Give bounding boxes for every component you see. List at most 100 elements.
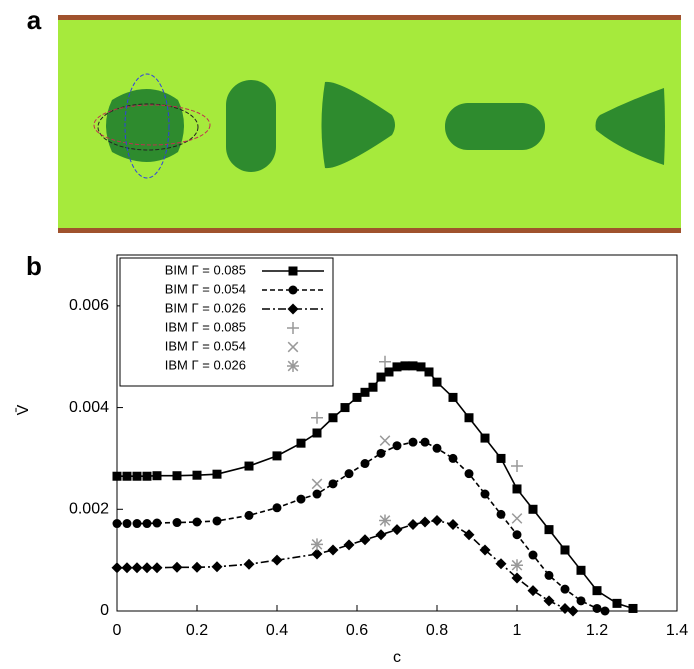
marker: [121, 562, 133, 574]
x-tick-label: 0.2: [186, 622, 208, 639]
marker: [344, 469, 354, 479]
drop: [226, 80, 276, 172]
marker: [480, 489, 490, 499]
marker: [528, 504, 538, 514]
marker: [479, 544, 491, 556]
legend-marker: [287, 341, 299, 353]
marker: [359, 534, 371, 546]
marker: [192, 470, 202, 480]
marker: [432, 377, 442, 387]
marker: [142, 471, 152, 481]
marker: [327, 544, 339, 556]
marker: [111, 562, 123, 574]
marker: [420, 437, 430, 447]
marker: [375, 529, 387, 541]
marker: [512, 484, 522, 494]
marker: [172, 471, 182, 481]
marker: [392, 362, 402, 372]
y-tick-label: 0.006: [69, 297, 109, 314]
marker: [192, 517, 202, 527]
marker: [447, 519, 459, 531]
marker: [628, 603, 638, 613]
y-tick-label: 0: [100, 602, 109, 619]
marker: [212, 516, 222, 526]
marker: [419, 516, 431, 528]
marker: [376, 448, 386, 458]
marker: [112, 519, 122, 529]
marker: [511, 460, 523, 473]
marker: [142, 519, 152, 529]
marker: [328, 479, 338, 489]
marker: [592, 586, 602, 596]
marker: [527, 585, 539, 597]
marker: [391, 524, 403, 536]
marker: [463, 529, 475, 541]
marker: [141, 562, 153, 574]
series-line: [117, 441, 606, 612]
marker: [544, 525, 554, 535]
marker: [528, 550, 538, 560]
marker: [360, 387, 370, 397]
marker: [131, 562, 143, 574]
marker: [600, 606, 610, 616]
marker: [496, 509, 506, 519]
legend-label: IBM Γ = 0.026: [165, 357, 246, 372]
marker: [311, 411, 323, 424]
marker: [512, 530, 522, 540]
marker: [151, 562, 163, 574]
channel: [58, 15, 681, 233]
marker: [272, 451, 282, 461]
drop: [445, 103, 545, 150]
marker: [376, 372, 386, 382]
marker: [272, 503, 282, 513]
marker: [431, 514, 443, 526]
marker: [360, 459, 370, 469]
marker: [544, 570, 554, 580]
marker: [311, 538, 323, 551]
legend-label: BIM Γ = 0.054: [165, 281, 246, 296]
marker: [352, 392, 362, 402]
marker: [464, 413, 474, 423]
marker: [243, 558, 255, 570]
marker: [172, 518, 182, 528]
y-axis-label: V̄: [15, 404, 32, 415]
x-tick-label: 0.4: [266, 622, 288, 639]
series-line: [117, 519, 574, 612]
marker: [211, 561, 223, 573]
marker: [543, 595, 555, 607]
drop: [321, 81, 395, 169]
wall: [58, 15, 681, 20]
legend-marker: [287, 303, 299, 315]
marker: [511, 572, 523, 584]
marker: [612, 598, 622, 608]
marker: [311, 478, 323, 490]
marker: [495, 558, 507, 570]
marker: [152, 471, 162, 481]
marker: [296, 494, 306, 504]
marker: [576, 565, 586, 575]
marker: [132, 471, 142, 481]
marker: [171, 561, 183, 573]
marker: [328, 413, 338, 423]
marker: [416, 362, 426, 372]
marker: [311, 548, 323, 560]
marker: [400, 361, 410, 371]
x-tick-label: 0.6: [346, 622, 368, 639]
marker: [340, 403, 350, 413]
marker: [560, 545, 570, 555]
marker: [379, 514, 391, 527]
marker: [244, 510, 254, 520]
panel-label: b: [26, 251, 42, 281]
legend-label: IBM Γ = 0.085: [165, 319, 246, 334]
marker: [407, 519, 419, 531]
marker: [408, 361, 418, 371]
legend-label: BIM Γ = 0.085: [165, 262, 246, 277]
marker: [132, 519, 142, 529]
legend-marker: [287, 322, 299, 334]
y-tick-label: 0.004: [69, 399, 109, 416]
x-tick-label: 1.4: [666, 622, 688, 639]
marker: [424, 367, 434, 377]
legend-label: IBM Γ = 0.054: [165, 338, 246, 353]
marker: [379, 435, 391, 446]
marker: [432, 443, 442, 453]
